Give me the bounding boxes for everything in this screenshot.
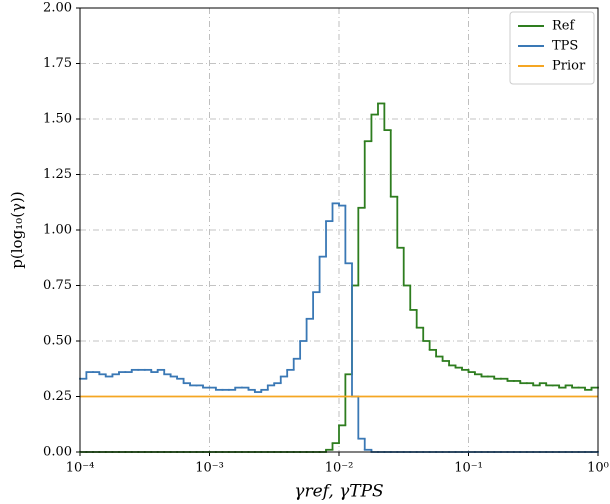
x-tick-label: 10⁰ — [587, 461, 609, 476]
y-tick-label: 1.00 — [43, 223, 72, 238]
y-tick-label: 0.75 — [43, 278, 72, 293]
x-tick-label: 10⁻⁴ — [66, 461, 95, 476]
y-tick-label: 0.00 — [43, 445, 72, 460]
legend-label: Ref — [552, 19, 575, 34]
legend-label: Prior — [552, 59, 586, 74]
x-tick-label: 10⁻¹ — [454, 461, 483, 476]
y-tick-label: 1.25 — [43, 167, 72, 182]
legend-label: TPS — [552, 39, 578, 54]
y-tick-label: 2.00 — [43, 1, 72, 16]
y-tick-label: 0.50 — [43, 334, 72, 349]
x-tick-label: 10⁻³ — [195, 461, 224, 476]
y-tick-label: 0.25 — [43, 389, 72, 404]
plot-frame — [79, 7, 599, 453]
x-axis-label: γref, γTPS — [294, 482, 383, 502]
x-tick-label: 10⁻² — [325, 461, 354, 476]
y-tick-label: 1.50 — [43, 112, 72, 127]
y-tick-label: 1.75 — [43, 56, 72, 71]
y-axis-label: p(log₁₀(γ)) — [8, 191, 26, 268]
